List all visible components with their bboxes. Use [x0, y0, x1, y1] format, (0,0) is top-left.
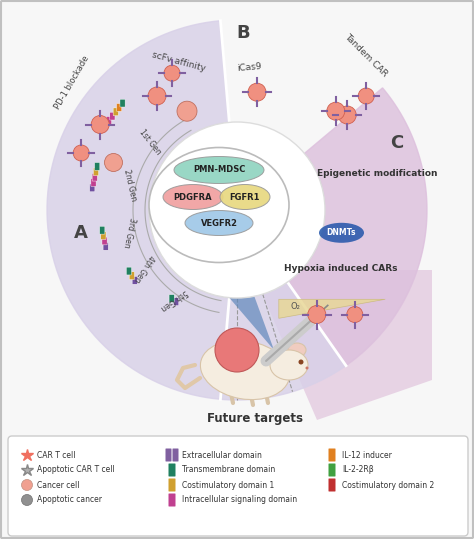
FancyBboxPatch shape: [103, 243, 108, 250]
Text: PMN-MDSC: PMN-MDSC: [193, 165, 245, 175]
Circle shape: [338, 106, 356, 124]
Text: iCas9: iCas9: [236, 62, 262, 73]
FancyBboxPatch shape: [95, 163, 100, 170]
Text: Extracellular domain: Extracellular domain: [182, 451, 262, 460]
Text: O₂: O₂: [290, 302, 300, 311]
FancyBboxPatch shape: [101, 232, 106, 239]
Ellipse shape: [163, 184, 223, 210]
Circle shape: [21, 480, 33, 490]
Text: Intracellular signaling domain: Intracellular signaling domain: [182, 495, 297, 505]
Polygon shape: [220, 282, 346, 400]
Text: Tandem CAR: Tandem CAR: [343, 32, 390, 79]
Polygon shape: [287, 88, 427, 365]
Ellipse shape: [319, 223, 364, 243]
Text: Costimulatory domain 2: Costimulatory domain 2: [342, 480, 434, 489]
Text: FGFR1: FGFR1: [230, 192, 260, 202]
Text: Future targets: Future targets: [207, 412, 303, 425]
FancyBboxPatch shape: [127, 267, 131, 275]
Text: VEGFR2: VEGFR2: [201, 218, 237, 227]
Text: 5th Gen: 5th Gen: [159, 288, 189, 313]
Circle shape: [327, 102, 345, 120]
Circle shape: [358, 88, 374, 104]
Text: 1st Gen: 1st Gen: [137, 128, 163, 157]
FancyBboxPatch shape: [90, 184, 95, 192]
Text: 4th Gen: 4th Gen: [132, 253, 155, 284]
Polygon shape: [47, 20, 229, 399]
Text: Transmembrane domain: Transmembrane domain: [182, 466, 275, 474]
Text: Cancer cell: Cancer cell: [37, 480, 80, 489]
Circle shape: [149, 122, 325, 298]
FancyBboxPatch shape: [168, 464, 175, 476]
Text: B: B: [236, 24, 249, 42]
Text: 2nd Gen: 2nd Gen: [122, 169, 137, 202]
Text: Apoptotic CAR T cell: Apoptotic CAR T cell: [37, 466, 115, 474]
FancyBboxPatch shape: [173, 298, 179, 306]
Polygon shape: [197, 260, 274, 350]
FancyBboxPatch shape: [120, 99, 125, 107]
Ellipse shape: [220, 184, 270, 210]
Ellipse shape: [270, 350, 308, 380]
Text: PDGFRA: PDGFRA: [173, 192, 212, 202]
Circle shape: [299, 360, 303, 364]
Circle shape: [347, 307, 363, 322]
FancyBboxPatch shape: [8, 436, 468, 536]
FancyBboxPatch shape: [132, 277, 137, 284]
Ellipse shape: [149, 148, 289, 262]
Circle shape: [91, 115, 109, 134]
FancyBboxPatch shape: [100, 226, 105, 234]
FancyBboxPatch shape: [102, 237, 107, 245]
FancyBboxPatch shape: [106, 116, 111, 125]
FancyBboxPatch shape: [328, 479, 336, 492]
Text: DNMTs: DNMTs: [327, 229, 356, 237]
Circle shape: [177, 101, 197, 121]
Text: IL-2-2Rβ: IL-2-2Rβ: [342, 466, 374, 474]
Circle shape: [248, 83, 266, 101]
FancyBboxPatch shape: [173, 448, 179, 461]
Ellipse shape: [201, 341, 290, 399]
Circle shape: [308, 306, 326, 323]
FancyBboxPatch shape: [328, 464, 336, 476]
Text: Apoptotic cancer: Apoptotic cancer: [37, 495, 102, 505]
Text: IL-12 inducer: IL-12 inducer: [342, 451, 392, 460]
Circle shape: [306, 367, 309, 370]
Text: C: C: [390, 135, 403, 153]
Circle shape: [73, 145, 89, 161]
Text: scFv affinity: scFv affinity: [151, 50, 207, 73]
Text: PD-1 blockade: PD-1 blockade: [53, 54, 91, 111]
Circle shape: [148, 87, 166, 105]
FancyBboxPatch shape: [168, 479, 175, 492]
Text: CAR T cell: CAR T cell: [37, 451, 75, 460]
Ellipse shape: [288, 343, 306, 357]
Polygon shape: [279, 299, 385, 319]
FancyBboxPatch shape: [92, 173, 97, 181]
Circle shape: [215, 328, 259, 372]
FancyBboxPatch shape: [168, 494, 175, 507]
FancyBboxPatch shape: [93, 168, 99, 176]
Text: Hypoxia induced CARs: Hypoxia induced CARs: [284, 264, 398, 273]
FancyBboxPatch shape: [328, 448, 336, 461]
Text: Epigenetic modification: Epigenetic modification: [317, 169, 438, 178]
FancyBboxPatch shape: [91, 178, 96, 186]
FancyBboxPatch shape: [103, 121, 108, 129]
Ellipse shape: [174, 156, 264, 183]
Text: A: A: [74, 224, 88, 242]
FancyBboxPatch shape: [169, 295, 174, 302]
FancyBboxPatch shape: [117, 103, 122, 112]
Ellipse shape: [185, 211, 253, 236]
Circle shape: [164, 65, 180, 81]
FancyBboxPatch shape: [110, 112, 115, 120]
Text: 3rd Gen: 3rd Gen: [122, 217, 137, 249]
Circle shape: [104, 154, 122, 171]
FancyBboxPatch shape: [165, 448, 172, 461]
Circle shape: [21, 494, 33, 506]
Text: Costimulatory domain 1: Costimulatory domain 1: [182, 480, 274, 489]
FancyBboxPatch shape: [113, 108, 118, 116]
Polygon shape: [252, 270, 432, 420]
FancyBboxPatch shape: [129, 272, 135, 280]
